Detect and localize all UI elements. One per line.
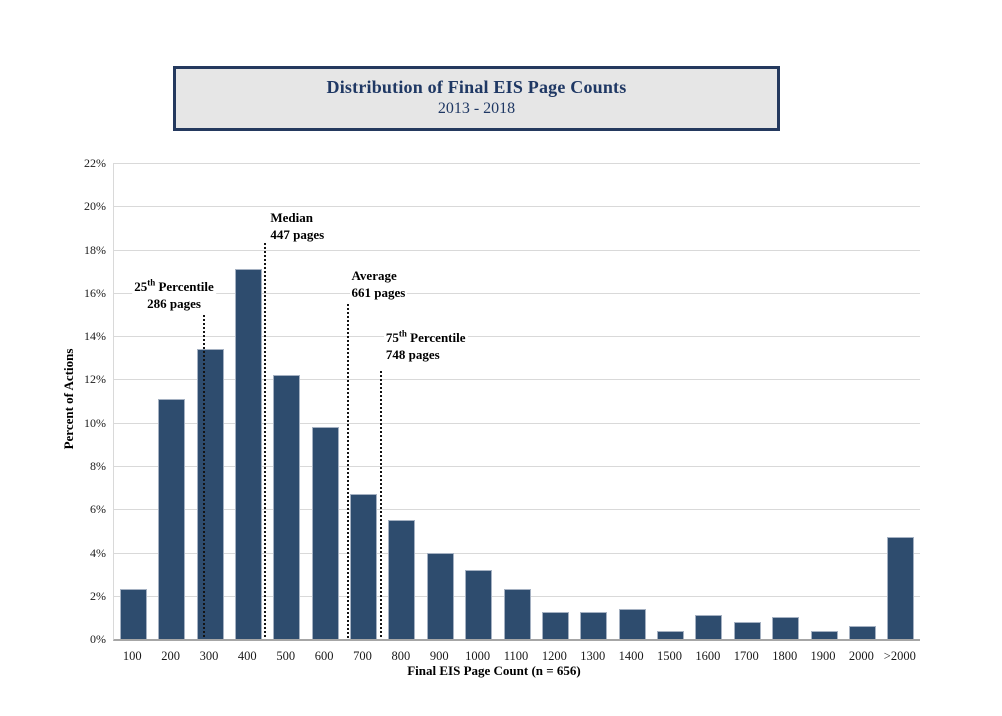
annotation-label-median: Median 447 pages bbox=[268, 209, 327, 243]
gridline-16pct bbox=[114, 292, 920, 294]
bar-300 bbox=[196, 349, 224, 639]
x-tick-label-800: 800 bbox=[391, 649, 411, 663]
annotation-line-748-pages bbox=[379, 371, 382, 639]
x-tick-label-300: 300 bbox=[199, 649, 219, 663]
x-axis-title: Final EIS Page Count (n = 656) bbox=[407, 663, 581, 678]
x-tick-label-1900: 1900 bbox=[810, 649, 836, 663]
annotation-label-75th-percentile: 75th Percentile 748 pages bbox=[383, 328, 468, 363]
chart-title-box: Distribution of Final EIS Page Counts 20… bbox=[173, 66, 780, 131]
bar-200 bbox=[158, 398, 186, 639]
x-tick-label-1100: 1100 bbox=[503, 649, 529, 663]
gridline-8pct bbox=[114, 465, 920, 467]
x-tick-label-400: 400 bbox=[237, 649, 257, 663]
x-tick-label-100: 100 bbox=[122, 649, 142, 663]
bar-2000 bbox=[848, 626, 876, 639]
x-tick-label-gt2000: >2000 bbox=[883, 649, 916, 663]
y-tick-label-12pct: 12% bbox=[84, 372, 106, 387]
x-tick-label-700: 700 bbox=[353, 649, 372, 663]
x-tick-label-1700: 1700 bbox=[733, 649, 759, 663]
y-tick-label-16pct: 16% bbox=[84, 285, 106, 300]
x-tick-label-1800: 1800 bbox=[772, 649, 798, 663]
chart-title: Distribution of Final EIS Page Counts bbox=[326, 77, 627, 97]
y-tick-label-14pct: 14% bbox=[84, 329, 106, 344]
y-tick-label-6pct: 6% bbox=[90, 502, 106, 517]
bar-100 bbox=[119, 589, 147, 639]
bar-1000 bbox=[465, 569, 493, 639]
x-tick-label-1500: 1500 bbox=[657, 649, 682, 663]
plot-area bbox=[113, 163, 920, 641]
x-tick-label-1000: 1000 bbox=[465, 649, 491, 663]
y-tick-label-4pct: 4% bbox=[90, 545, 106, 560]
annotation-line-661-pages bbox=[346, 304, 349, 639]
x-tick-label-1300: 1300 bbox=[580, 649, 606, 663]
x-tick-label-1600: 1600 bbox=[695, 649, 721, 663]
bar-1400 bbox=[618, 608, 646, 639]
gridline-4pct bbox=[114, 552, 920, 554]
bar-500 bbox=[273, 375, 301, 639]
annotation-line-286-pages bbox=[202, 315, 205, 639]
bar-700 bbox=[350, 494, 377, 639]
x-tick-label-500: 500 bbox=[276, 649, 296, 663]
bar-1800 bbox=[772, 617, 800, 639]
x-tick-label-200: 200 bbox=[161, 649, 180, 663]
bar-1500 bbox=[657, 631, 684, 639]
y-tick-label-10pct: 10% bbox=[84, 415, 106, 430]
bar-1100 bbox=[503, 589, 531, 639]
bar-600 bbox=[311, 427, 339, 639]
x-tick-label-600: 600 bbox=[314, 649, 334, 663]
y-tick-label-2pct: 2% bbox=[90, 588, 106, 603]
annotation-label-average: Average 661 pages bbox=[349, 267, 408, 301]
chart-subtitle: 2013 - 2018 bbox=[437, 100, 516, 117]
y-tick-label-0pct: 0% bbox=[90, 632, 106, 646]
y-tick-label-20pct: 20% bbox=[84, 199, 106, 214]
bar-900 bbox=[426, 552, 454, 639]
bar-1600 bbox=[695, 615, 723, 639]
y-axis-title: Percent of Actions bbox=[61, 348, 76, 450]
gridline-18pct bbox=[114, 249, 920, 251]
bar-gt2000 bbox=[887, 537, 915, 639]
x-tick-label-2000: 2000 bbox=[848, 649, 874, 663]
gridline-12pct bbox=[114, 379, 920, 381]
x-tick-label-1400: 1400 bbox=[618, 649, 644, 663]
gridline-20pct bbox=[114, 206, 920, 208]
bar-1200 bbox=[541, 612, 569, 639]
bar-1700 bbox=[733, 621, 761, 639]
annotation-line-447-pages bbox=[264, 243, 267, 639]
y-tick-label-22pct: 22% bbox=[84, 156, 106, 170]
x-tick-label-900: 900 bbox=[429, 649, 449, 663]
gridline-22pct bbox=[114, 163, 920, 164]
bar-1300 bbox=[580, 612, 608, 639]
bar-1900 bbox=[810, 631, 838, 639]
gridline-10pct bbox=[114, 422, 920, 424]
gridline-6pct bbox=[114, 509, 920, 511]
gridline-14pct bbox=[114, 336, 920, 338]
x-tick-label-1200: 1200 bbox=[541, 649, 567, 663]
y-tick-label-8pct: 8% bbox=[90, 458, 106, 473]
bar-400 bbox=[234, 269, 262, 639]
annotation-label-25th-percentile: 25th Percentile 286 pages bbox=[132, 277, 216, 312]
bar-800 bbox=[388, 520, 416, 639]
y-tick-label-18pct: 18% bbox=[84, 242, 106, 257]
